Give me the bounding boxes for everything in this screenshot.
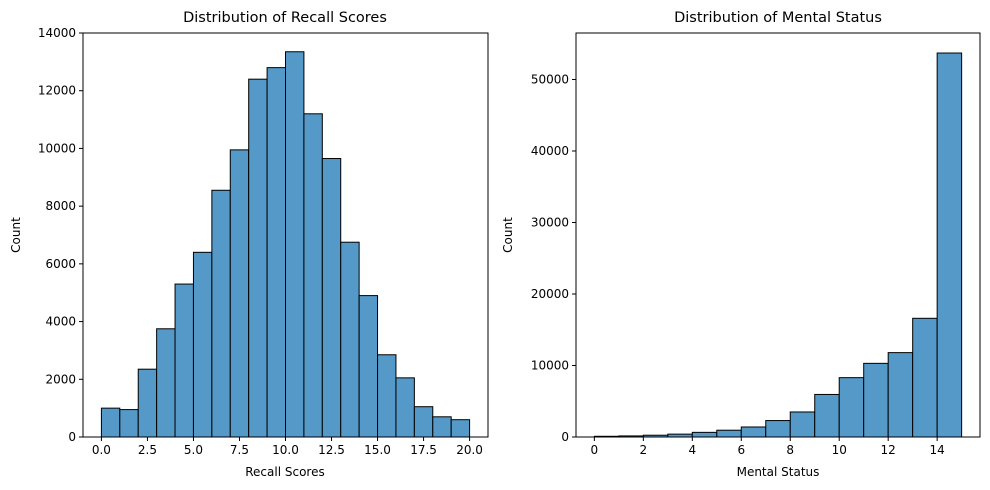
x-tick-label: 12: [881, 443, 896, 457]
x-tick-label: 15.0: [364, 443, 391, 457]
chart-title: Distribution of Mental Status: [674, 10, 882, 26]
histogram-bar: [266, 67, 287, 438]
histogram-bar: [303, 113, 323, 438]
x-tick-label: 10: [832, 443, 847, 457]
y-tick-label: 12000: [38, 84, 76, 98]
x-tick-label: 8: [786, 443, 794, 457]
y-tick-label: 10000: [38, 141, 76, 155]
histogram-bar: [691, 431, 718, 438]
histogram-bar: [377, 354, 397, 438]
y-tick-label: 0: [561, 430, 569, 444]
plot-frame: [82, 32, 489, 438]
histogram-bar: [395, 377, 415, 438]
histogram-bar: [765, 420, 791, 438]
y-axis-label: Count: [501, 217, 515, 253]
histogram-bar: [248, 78, 268, 438]
x-tick-label: 6: [737, 443, 745, 457]
y-tick-label: 30000: [531, 215, 569, 229]
histogram-bar: [912, 317, 938, 438]
histogram-bar: [863, 362, 889, 438]
y-tick-label: 10000: [531, 358, 569, 372]
y-axis-ticks: 0 10000 20000 30000 40000 50000: [531, 72, 576, 444]
y-tick-label: 8000: [45, 199, 76, 213]
histogram-bar: [814, 393, 840, 438]
recall-scores-histogram: Distribution of Recall Scores 0.0 2.5 5.0 7…: [9, 10, 489, 479]
x-tick-label: 7.5: [230, 443, 249, 457]
histogram-bar: [192, 251, 213, 438]
histogram-bar: [358, 295, 379, 438]
x-tick-label: 12.5: [318, 443, 345, 457]
x-tick-label: 17.5: [410, 443, 437, 457]
x-tick-label: 4: [688, 443, 696, 457]
x-tick-label: 0.0: [92, 443, 111, 457]
x-tick-label: 20.0: [456, 443, 483, 457]
histogram-bar: [100, 407, 121, 438]
y-tick-label: 2000: [45, 372, 76, 386]
x-tick-label: 2: [640, 443, 648, 457]
histogram-bar: [936, 52, 963, 438]
histogram-bar: [174, 283, 194, 438]
chart-title: Distribution of Recall Scores: [183, 10, 387, 26]
histogram-bar: [119, 409, 139, 438]
histogram-bar: [887, 352, 914, 438]
histogram-bar: [789, 411, 816, 438]
histogram-bar: [211, 189, 231, 438]
y-tick-label: 40000: [531, 144, 569, 158]
y-tick-label: 6000: [45, 257, 76, 271]
x-axis-ticks: 0 2 4 6 8 10 12 14: [591, 437, 945, 457]
x-tick-label: 5.0: [184, 443, 203, 457]
y-axis-label: Count: [9, 217, 23, 253]
x-axis-label: Recall Scores: [245, 465, 324, 479]
histogram-bar: [137, 368, 158, 438]
histogram-bar: [156, 328, 176, 438]
y-tick-label: 0: [68, 430, 76, 444]
histogram-bar: [413, 406, 434, 438]
bars: [100, 51, 471, 438]
y-tick-label: 4000: [45, 315, 76, 329]
x-tick-label: 0: [591, 443, 599, 457]
histogram-bar: [740, 426, 767, 438]
y-tick-label: 20000: [531, 287, 569, 301]
histogram-bar: [716, 429, 742, 438]
bars: [593, 52, 963, 438]
y-axis-ticks: 0 2000 4000 6000 8000 10000 12000 14000: [38, 26, 83, 444]
histogram-bar: [838, 377, 865, 438]
x-tick-label: 2.5: [138, 443, 157, 457]
x-tick-label: 10.0: [272, 443, 299, 457]
mental-status-histogram: Distribution of Mental Status 0 2 4 6 8 10 12 1…: [501, 10, 981, 479]
x-axis-label: Mental Status: [737, 465, 820, 479]
histogram-bar: [285, 51, 305, 438]
y-tick-label: 50000: [531, 72, 569, 86]
x-axis-ticks: 0.0 2.5 5.0 7.5 10.0 12.5 15.0 17.5 20.0: [92, 437, 483, 457]
y-tick-label: 14000: [38, 26, 76, 40]
histogram-bar: [321, 158, 342, 438]
histogram-bar: [340, 241, 360, 438]
x-tick-label: 14: [930, 443, 945, 457]
histogram-bar: [229, 149, 250, 438]
plot-frame: [575, 32, 981, 438]
histogram-bar: [432, 416, 452, 438]
histogram-bar: [450, 419, 471, 438]
